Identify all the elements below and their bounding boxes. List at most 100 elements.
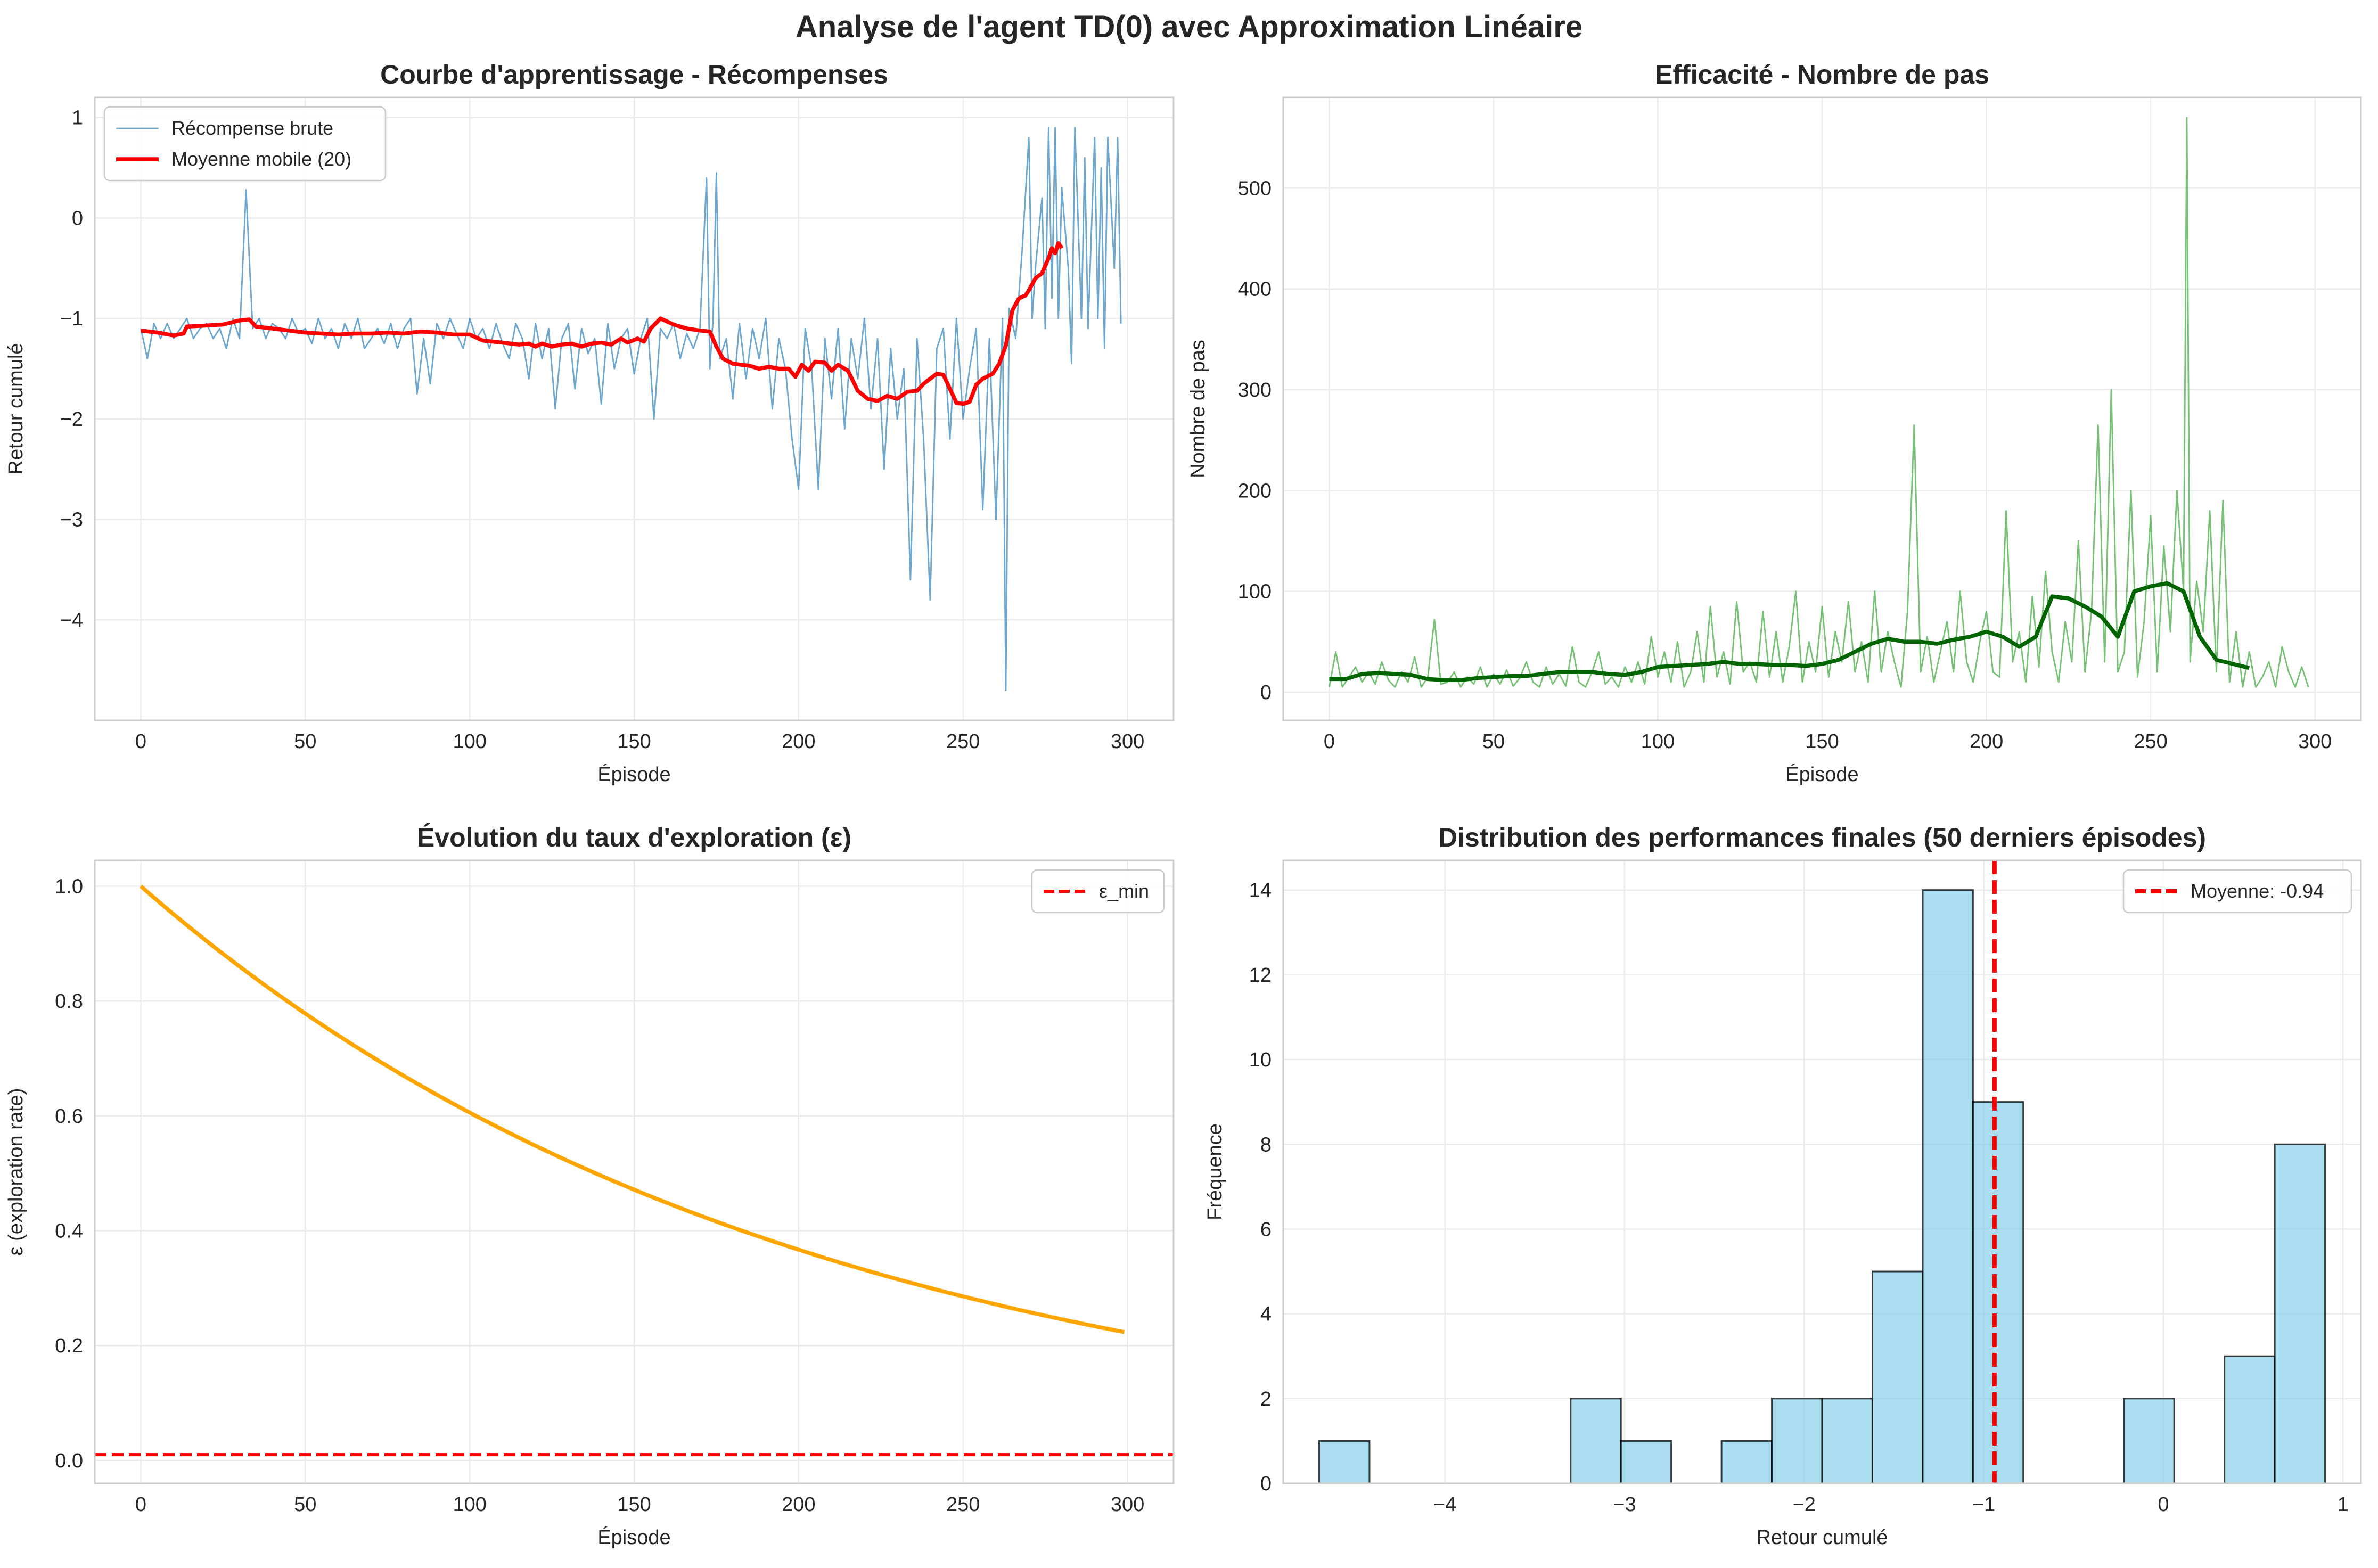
y-tick-label: 0 [1260, 1473, 1272, 1495]
y-tick-label: 300 [1238, 379, 1272, 401]
x-tick-label: 50 [294, 730, 316, 753]
x-tick-label: 50 [1482, 730, 1505, 753]
y-tick-label: 0.4 [55, 1220, 83, 1243]
x-tick-label: 0 [2158, 1493, 2169, 1516]
histogram-bar [1620, 1440, 1672, 1483]
x-tick-label: 300 [1111, 1493, 1144, 1516]
chart-title: Distribution des performances finales (5… [1438, 823, 2206, 852]
epsilon-decay-line [140, 884, 1125, 1334]
y-tick-label: 0.6 [55, 1105, 83, 1128]
y-tick-label: 200 [1238, 480, 1272, 502]
y-tick-label: 12 [1249, 964, 1272, 987]
x-axis-label: Retour cumulé [1756, 1526, 1888, 1549]
histogram-bar [2123, 1398, 2175, 1483]
y-tick-label: 6 [1260, 1218, 1272, 1241]
chart-title: Courbe d'apprentissage - Récompenses [380, 60, 888, 89]
legend: Moyenne: -0.94 [2122, 869, 2352, 914]
y-tick-label: 2 [1260, 1388, 1272, 1410]
smoothed-series-line [1329, 581, 2250, 683]
legend: Récompense brute Moyenne mobile (20) [103, 106, 387, 182]
histogram-bar [1318, 1440, 1371, 1483]
x-tick-label: −2 [1793, 1493, 1816, 1516]
x-tick-label: −3 [1613, 1493, 1636, 1516]
axes-frame [94, 96, 1175, 721]
chart-title: Évolution du taux d'exploration (ε) [417, 823, 851, 852]
moving-average-line [141, 241, 1064, 406]
axes-frame [1282, 96, 2362, 721]
x-tick-label: −1 [1972, 1493, 1995, 1516]
histogram-bar [1570, 1398, 1622, 1483]
y-tick-label: 100 [1238, 581, 1272, 603]
y-tick-label: 500 [1238, 177, 1272, 200]
plot-area [140, 127, 1122, 691]
y-tick-label: −1 [60, 308, 83, 330]
histogram-bar [1771, 1398, 1823, 1483]
x-tick-label: 50 [294, 1493, 316, 1516]
x-tick-label: 250 [946, 730, 980, 753]
x-tick-label: 200 [782, 730, 815, 753]
y-axis-label: Fréquence [1204, 1123, 1226, 1220]
y-tick-label: 0.0 [55, 1450, 83, 1472]
histogram-bar [1922, 889, 1974, 1483]
histogram-bar [2224, 1355, 2276, 1483]
legend-label: Moyenne: -0.94 [2191, 880, 2324, 902]
x-tick-label: 250 [2134, 730, 2167, 753]
x-tick-label: 100 [453, 730, 486, 753]
y-tick-label: 400 [1238, 278, 1272, 301]
legend-label: ε_min [1099, 880, 1149, 902]
histogram-bar [1821, 1398, 1873, 1483]
x-axis-label: Épisode [1785, 763, 1858, 786]
y-tick-label: 8 [1260, 1134, 1272, 1156]
y-tick-label: −4 [60, 609, 83, 631]
y-tick-label: 4 [1260, 1303, 1272, 1326]
y-tick-label: −3 [60, 509, 83, 531]
y-tick-label: 14 [1249, 880, 1272, 902]
x-tick-label: 200 [782, 1493, 815, 1516]
legend-box [1031, 869, 1165, 914]
x-axis-label: Épisode [597, 763, 670, 786]
raw-series-line [1329, 117, 2309, 688]
x-tick-label: 250 [946, 1493, 980, 1516]
epsilon-chart: 0 50 100 150 200 250 300 0.0 0.2 0.4 0.6 0.8 1.0 Évol… [5, 823, 1175, 1549]
x-tick-label: 300 [1111, 730, 1144, 753]
histogram-bar [1871, 1270, 1924, 1483]
rewards-chart: 0 50 100 150 200 250 300 −4 −3 −2 −1 0 1 Courbe d'app… [5, 60, 1175, 786]
axes-frame [1282, 859, 2362, 1484]
histogram-bar [1972, 1101, 2024, 1483]
x-tick-label: 1 [2338, 1493, 2349, 1516]
y-tick-label: 1.0 [55, 876, 83, 898]
axes-frame [94, 859, 1175, 1484]
chart-title: Efficacité - Nombre de pas [1655, 60, 1989, 89]
y-tick-label: −2 [60, 408, 83, 431]
x-tick-label: 150 [617, 730, 651, 753]
y-axis-label: Retour cumulé [5, 343, 27, 474]
histogram-bar [2274, 1143, 2326, 1483]
x-tick-label: 150 [1805, 730, 1839, 753]
legend-label: Récompense brute [171, 117, 333, 139]
y-tick-label: 1 [72, 107, 83, 129]
steps-chart: 0 50 100 150 200 250 300 0 100 200 300 400 500 Effica… [1187, 60, 2362, 786]
y-tick-label: 0.2 [55, 1335, 83, 1357]
plot-area [1329, 117, 2309, 688]
x-axis-label: Épisode [597, 1526, 670, 1549]
histogram-bar [1720, 1440, 1773, 1483]
y-tick-label: 0.8 [55, 990, 83, 1013]
raw-series-line [140, 127, 1122, 691]
figure-title: Analyse de l'agent TD(0) avec Approximat… [796, 10, 1582, 44]
y-tick-label: 10 [1249, 1049, 1272, 1071]
legend-label: Moyenne mobile (20) [171, 148, 351, 170]
y-axis-label: Nombre de pas [1187, 340, 1209, 478]
x-tick-label: 200 [1970, 730, 2003, 753]
x-tick-label: 300 [2298, 730, 2332, 753]
x-tick-label: 0 [135, 1493, 146, 1516]
x-tick-label: 0 [135, 730, 146, 753]
x-tick-label: 150 [617, 1493, 651, 1516]
plot-area [95, 884, 1174, 1457]
x-tick-label: 100 [453, 1493, 486, 1516]
x-tick-label: 100 [1641, 730, 1675, 753]
x-tick-label: 0 [1324, 730, 1335, 753]
y-axis-label: ε (exploration rate) [5, 1088, 27, 1256]
y-tick-label: 0 [1260, 682, 1272, 704]
